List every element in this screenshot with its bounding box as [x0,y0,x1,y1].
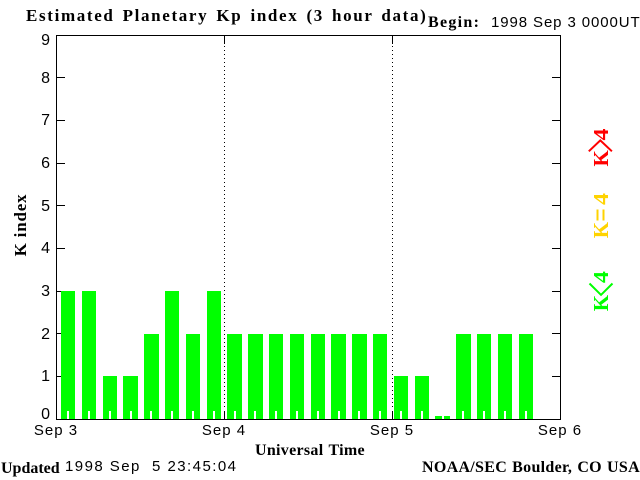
svg-text:4: 4 [589,271,613,284]
svg-text:K: K [589,294,613,311]
svg-text:K: K [589,221,613,238]
svg-text:4: 4 [589,192,613,205]
svg-text:K: K [589,150,613,167]
svg-text:4: 4 [589,128,613,141]
